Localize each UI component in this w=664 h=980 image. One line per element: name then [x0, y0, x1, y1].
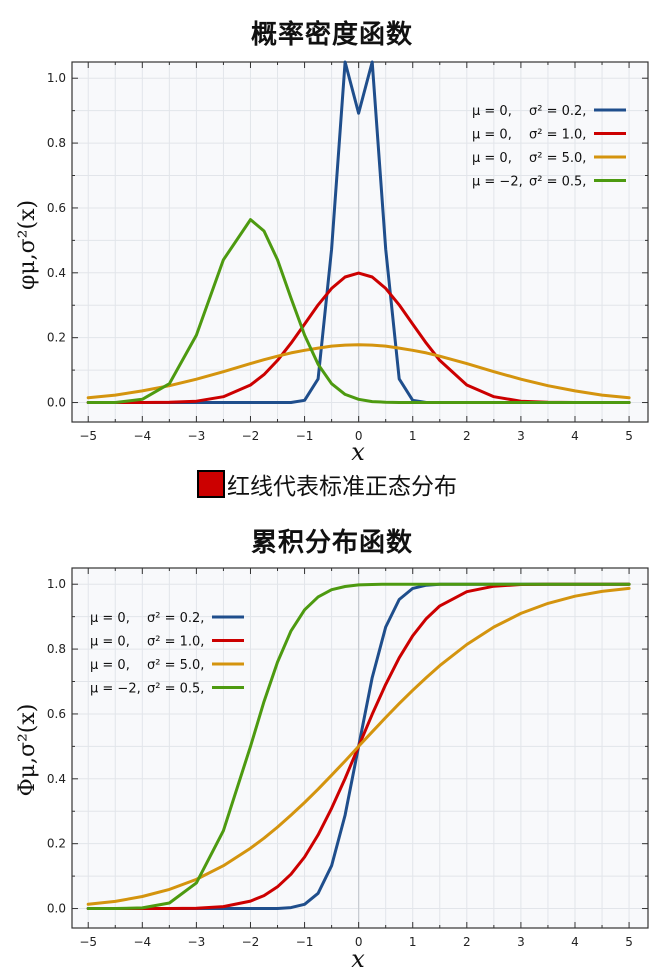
legend-mu: μ = 0,	[472, 128, 512, 143]
x-tick-label: −4	[133, 429, 151, 443]
red-line-note-text: 红线代表标准正态分布	[227, 474, 457, 500]
legend-variance: σ² = 1.0,	[529, 128, 586, 143]
legend-variance: σ² = 0.5,	[147, 682, 204, 697]
x-tick-label: −3	[188, 935, 206, 949]
y-tick-label: 0.2	[47, 331, 66, 345]
legend-mu: μ = 0,	[90, 611, 130, 626]
y-tick-label: 0.4	[47, 266, 66, 280]
x-axis-label: x	[351, 945, 365, 973]
cdf-chart-title: 累积分布函数	[250, 528, 413, 558]
x-tick-label: −4	[133, 935, 151, 949]
y-tick-label: 0.8	[47, 136, 66, 150]
x-tick-label: 3	[517, 935, 525, 949]
x-tick-label: −3	[188, 429, 206, 443]
y-tick-label: 0.0	[47, 396, 66, 410]
legend-variance: σ² = 1.0,	[147, 635, 204, 650]
y-axis-label: Φμ,σ²(x)	[15, 704, 40, 797]
legend-mu: μ = −2,	[472, 175, 523, 190]
plot-frame	[71, 61, 649, 423]
y-tick-label: 0.0	[47, 902, 66, 916]
plot-area	[72, 568, 648, 928]
series-line-4	[86, 218, 631, 404]
x-tick-label: 2	[463, 429, 471, 443]
series-line-3	[86, 343, 631, 400]
legend-variance: σ² = 5.0,	[147, 658, 204, 673]
pdf-chart-title: 概率密度函数	[250, 20, 413, 50]
ticks	[72, 62, 648, 422]
y-tick-label: 1.0	[47, 577, 66, 591]
y-tick-label: 0.4	[47, 772, 66, 786]
plot-frame	[71, 567, 649, 929]
y-tick-label: 0.8	[47, 642, 66, 656]
legend-mu: μ = 0,	[90, 658, 130, 673]
x-tick-label: 1	[409, 935, 417, 949]
x-tick-label: −2	[242, 429, 260, 443]
x-tick-label: 0	[355, 429, 363, 443]
x-tick-label: −1	[296, 935, 314, 949]
x-tick-label: 4	[571, 935, 579, 949]
legend-mu: μ = −2,	[90, 682, 141, 697]
series-line-4	[86, 582, 631, 910]
y-tick-label: 0.6	[47, 707, 66, 721]
red-line-note: 红线代表标准正态分布	[197, 467, 457, 501]
x-tick-label: 5	[625, 429, 633, 443]
series-line-2	[86, 271, 631, 404]
y-tick-label: 0.2	[47, 837, 66, 851]
x-tick-label: −5	[79, 935, 97, 949]
legend-variance: σ² = 0.2,	[147, 611, 204, 626]
plot-area	[72, 62, 648, 422]
legend-mu: μ = 0,	[472, 151, 512, 166]
series-line-3	[86, 586, 631, 906]
x-tick-label: −2	[242, 935, 260, 949]
legend-mu: μ = 0,	[90, 635, 130, 650]
x-tick-label: 5	[625, 935, 633, 949]
x-tick-label: 1	[409, 429, 417, 443]
red-swatch	[197, 470, 225, 498]
x-tick-label: 3	[517, 429, 525, 443]
x-tick-label: 4	[571, 429, 579, 443]
ticks	[72, 568, 648, 928]
y-axis-label: φμ,σ²(x)	[15, 200, 40, 290]
y-tick-label: 0.6	[47, 201, 66, 215]
x-tick-label: 0	[355, 935, 363, 949]
legend-variance: σ² = 0.2,	[529, 104, 586, 119]
pdf-chart: −5 −4 −3 −2 −1 0 1 2 3 4 5 0.0 0.2 0.4 0.6 0.8 1.0 x φμ,σ²…	[15, 60, 649, 466]
x-tick-label: −5	[79, 429, 97, 443]
x-axis-label: x	[351, 438, 365, 466]
x-tick-label: 2	[463, 935, 471, 949]
x-tick-label: −1	[296, 429, 314, 443]
legend-variance: σ² = 5.0,	[529, 151, 586, 166]
legend-mu: μ = 0,	[472, 104, 512, 119]
y-tick-label: 1.0	[47, 71, 66, 85]
legend-variance: σ² = 0.5,	[529, 175, 586, 190]
